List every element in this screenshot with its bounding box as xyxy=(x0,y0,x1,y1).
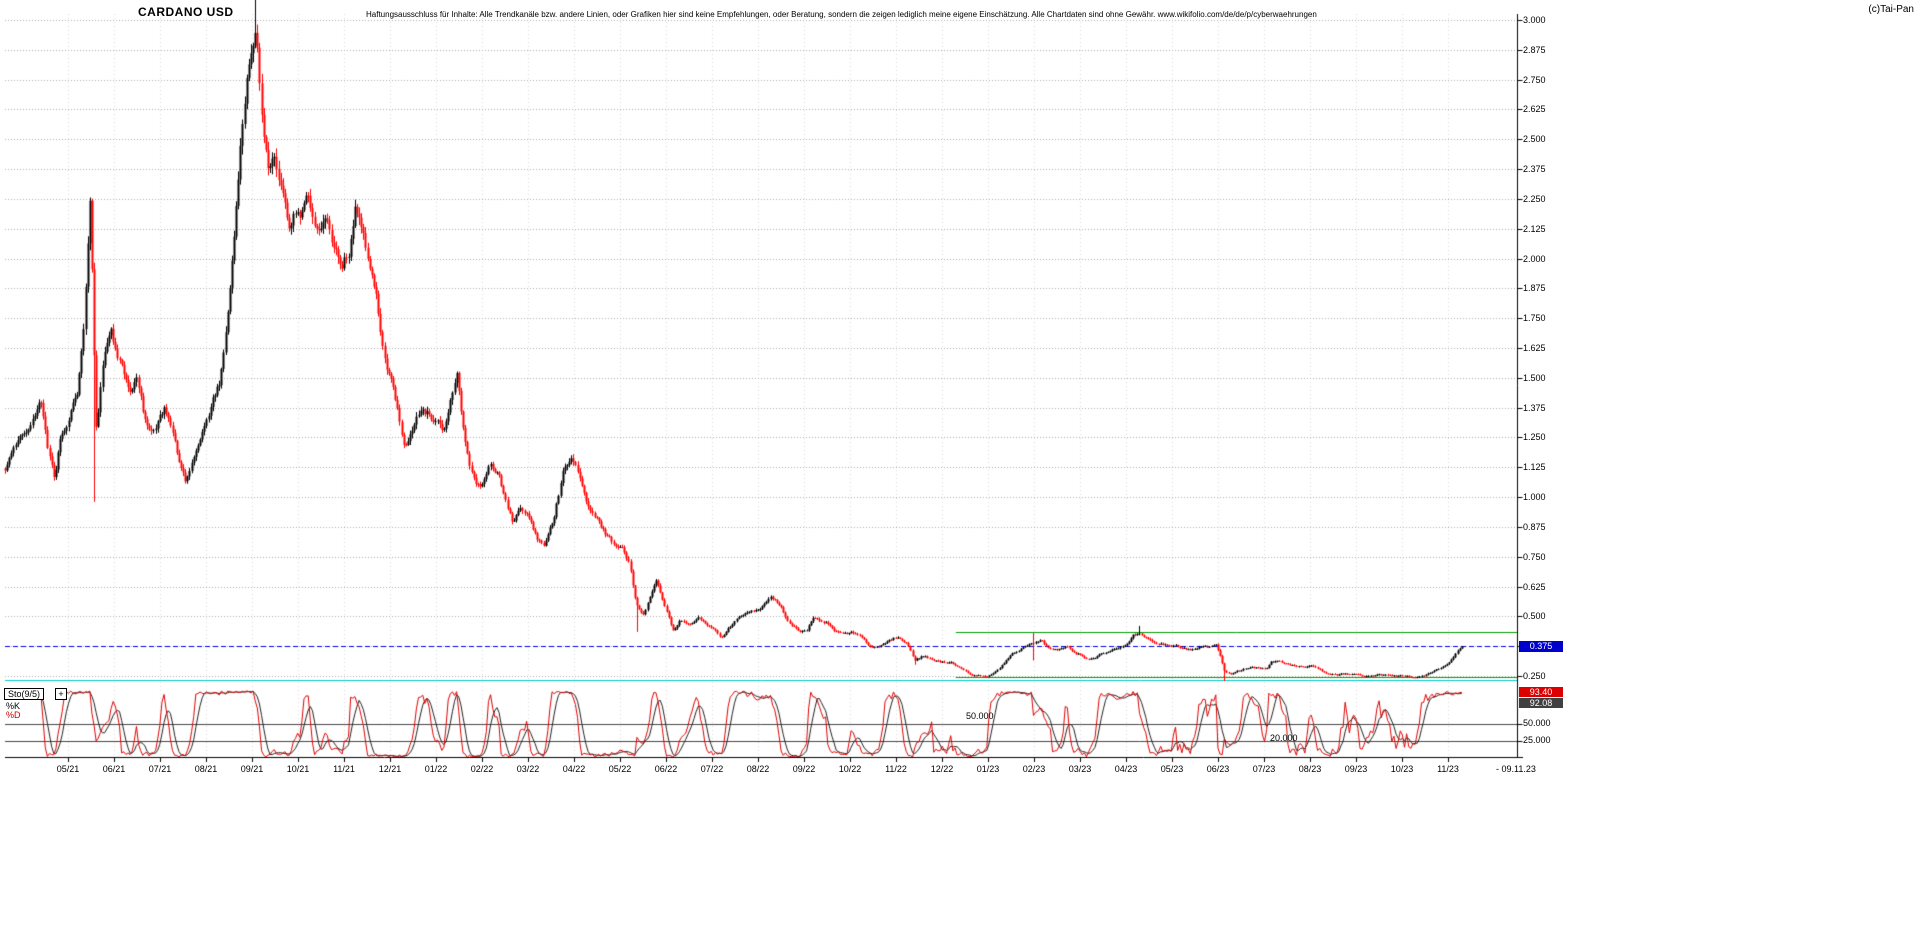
price-axis-label: 3.000 xyxy=(1523,15,1546,25)
time-axis-label: 11/21 xyxy=(333,764,355,774)
price-axis-label: 0.500 xyxy=(1523,611,1546,622)
stoch-axis-label-50: 50.000 xyxy=(1523,718,1551,728)
time-axis-label: 07/21 xyxy=(148,764,172,774)
stoch-axis-label-25: 25.000 xyxy=(1523,735,1551,745)
price-axis-label: 0.750 xyxy=(1523,551,1546,562)
time-axis-label: 03/23 xyxy=(1068,764,1092,774)
time-axis-label: 06/22 xyxy=(654,764,678,774)
time-axis-label: 08/21 xyxy=(194,764,218,774)
last-date-label: - 09.11.23 xyxy=(1496,764,1536,774)
stoch-k-legend: %K xyxy=(6,701,21,711)
time-axis-label: 01/22 xyxy=(424,764,448,774)
price-axis-label: 1.375 xyxy=(1523,402,1546,413)
time-axis-label: 09/22 xyxy=(792,764,816,774)
time-axis-label: 10/23 xyxy=(1390,764,1414,774)
time-axis-label: 11/22 xyxy=(885,764,907,774)
chart-title: CARDANO USD xyxy=(138,5,234,19)
time-axis-label: 06/23 xyxy=(1206,764,1230,774)
price-axis-label: 1.250 xyxy=(1523,432,1546,443)
time-axis-label: 05/22 xyxy=(608,764,632,774)
time-axis-label: 06/21 xyxy=(102,764,126,774)
price-axis-label: 1.000 xyxy=(1523,492,1546,503)
price-axis-label: 2.250 xyxy=(1523,193,1546,204)
time-axis-label: 05/21 xyxy=(56,764,80,774)
price-axis-label: 1.625 xyxy=(1523,342,1546,353)
time-axis-label: 09/21 xyxy=(240,764,264,774)
time-axis-label: 02/23 xyxy=(1022,764,1046,774)
time-axis-label: 10/21 xyxy=(286,764,310,774)
time-axis-label: 07/23 xyxy=(1252,764,1276,774)
time-axis-label: 04/23 xyxy=(1114,764,1138,774)
price-axis-label: 2.875 xyxy=(1523,44,1546,55)
price-axis-label: 2.750 xyxy=(1523,74,1546,85)
price-axis-label: 2.000 xyxy=(1523,253,1546,264)
indicator-add-button[interactable]: + xyxy=(55,688,67,700)
price-axis-label: 2.500 xyxy=(1523,134,1546,145)
stoch-d-legend: %D xyxy=(6,710,21,720)
time-axis-label: 12/21 xyxy=(378,764,402,774)
price-axis-label: 0.875 xyxy=(1523,521,1546,532)
price-axis-label: 0.625 xyxy=(1523,581,1546,592)
current-price-badge: 0.375 xyxy=(1519,641,1563,652)
stoch-inline-label-50: 50.000 xyxy=(966,711,994,721)
price-axis-label: 1.125 xyxy=(1523,462,1546,473)
price-axis-label: 0.250 xyxy=(1523,670,1546,681)
time-axis-label: 05/23 xyxy=(1160,764,1184,774)
time-axis-label: 02/22 xyxy=(470,764,494,774)
price-axis-label: 2.375 xyxy=(1523,164,1546,175)
time-axis-label: 08/22 xyxy=(746,764,770,774)
time-axis-label: 01/23 xyxy=(976,764,1000,774)
time-axis-label: 11/23 xyxy=(1437,764,1459,774)
time-axis-label: 09/23 xyxy=(1344,764,1368,774)
time-axis-label: 04/22 xyxy=(562,764,586,774)
indicator-name-box[interactable]: Sto(9/5) xyxy=(4,688,45,700)
time-axis-label: 12/22 xyxy=(930,764,954,774)
stoch-d-value-badge: 92.08 xyxy=(1519,698,1563,708)
price-axis-label: 2.125 xyxy=(1523,223,1546,234)
stoch-inline-label-20: 20.000 xyxy=(1270,733,1298,743)
time-axis-label: 08/23 xyxy=(1298,764,1322,774)
price-axis-label: 2.625 xyxy=(1523,104,1546,115)
copyright-label: (c)Tai-Pan xyxy=(1868,4,1914,15)
price-axis-label: 1.750 xyxy=(1523,313,1546,324)
time-axis-label: 10/22 xyxy=(838,764,862,774)
time-axis-label: 03/22 xyxy=(516,764,540,774)
price-axis-label: 1.875 xyxy=(1523,283,1546,294)
price-axis-label: 1.500 xyxy=(1523,372,1546,383)
time-axis-label: 07/22 xyxy=(700,764,724,774)
stoch-k-value-badge: 93.40 xyxy=(1519,687,1563,697)
disclaimer-text: Haftungsausschluss für Inhalte: Alle Tre… xyxy=(366,10,1317,19)
